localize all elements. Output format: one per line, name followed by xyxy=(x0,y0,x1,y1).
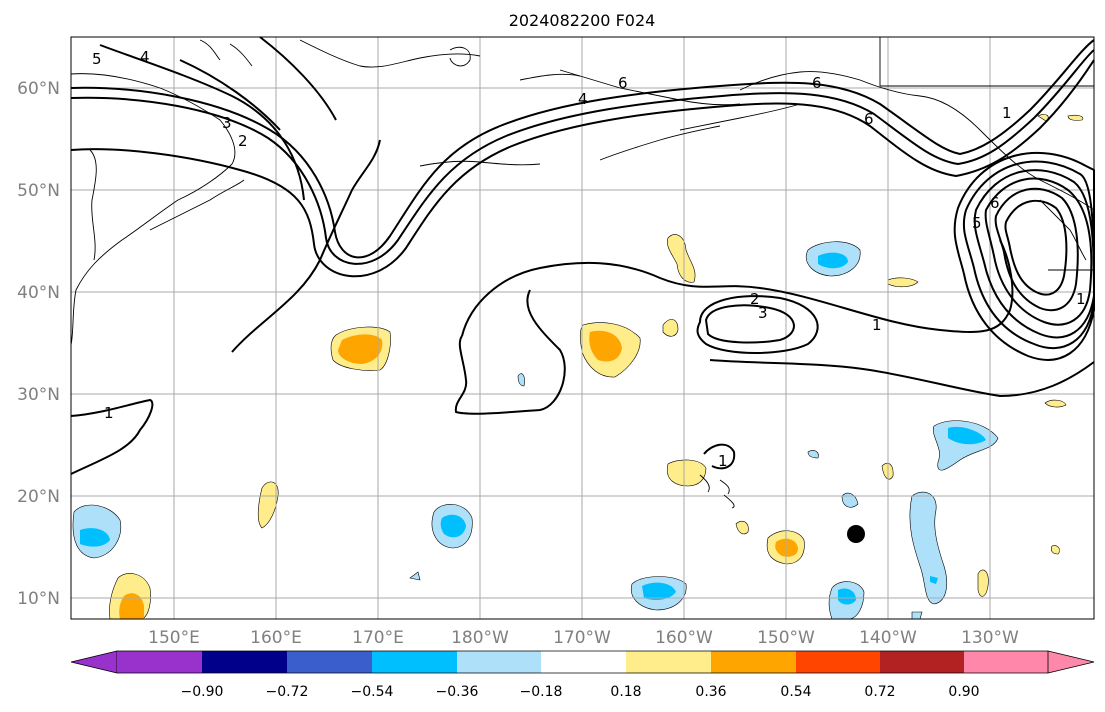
lon-label: 170°W xyxy=(553,628,611,648)
contour-label: 6 xyxy=(990,194,1000,212)
contour-label: 4 xyxy=(578,90,588,108)
colorbar-segment xyxy=(372,651,457,673)
lon-label: 160°W xyxy=(655,628,713,648)
colorbar-segment xyxy=(541,651,626,673)
colorbar-segment xyxy=(796,651,880,673)
chart-title: 2024082200 F024 xyxy=(509,11,656,30)
colorbar-tick-label: 0.18 xyxy=(610,684,641,700)
colorbar-tick-label: −0.36 xyxy=(436,684,479,700)
colorbar-tick-label: −0.90 xyxy=(181,684,224,700)
lat-label: 40°N xyxy=(17,283,60,303)
contours xyxy=(70,36,1096,475)
contour-label: 3 xyxy=(758,304,768,322)
lat-label: 60°N xyxy=(17,79,60,99)
colorbar-segment xyxy=(964,651,1048,673)
lon-label: 170°E xyxy=(352,628,404,648)
lon-label: 140°W xyxy=(859,628,917,648)
colorbar-segment xyxy=(880,651,964,673)
lon-label: 150°W xyxy=(757,628,815,648)
lon-label: 130°W xyxy=(961,628,1019,648)
colorbar-extend-left xyxy=(70,650,118,674)
colorbar-segment xyxy=(457,651,541,673)
negative-shading xyxy=(72,241,999,620)
storm-center-dot xyxy=(847,525,865,543)
colorbar-tick-label: −0.18 xyxy=(520,684,563,700)
contour-label: 4 xyxy=(140,48,150,66)
colorbar-tick-label: 0.90 xyxy=(948,684,979,700)
colorbar-tick-label: −0.72 xyxy=(266,684,309,700)
contour-label-group: 5 4 3 2 6 4 6 6 1 6 5 2 3 1 1 1 1 xyxy=(92,48,1086,470)
lat-label: 20°N xyxy=(17,487,60,507)
positive-shading xyxy=(109,114,1084,620)
contour-label: 6 xyxy=(618,74,628,92)
contour-label: 6 xyxy=(864,110,874,128)
contour-label: 1 xyxy=(718,452,728,470)
coastlines xyxy=(70,37,1095,509)
map-panel: 5 4 3 2 6 4 6 6 1 6 5 2 3 1 1 1 1 xyxy=(70,36,1096,620)
contour-label: 1 xyxy=(1076,290,1086,308)
colorbar-ticks: −0.90 −0.72 −0.54 −0.36 −0.18 0.18 0.36 … xyxy=(181,684,980,700)
longitude-labels: 150°E 160°E 170°E 180°W 170°W 160°W 150°… xyxy=(148,628,1019,648)
lat-label: 10°N xyxy=(17,589,60,609)
colorbar-segment xyxy=(626,651,711,673)
lon-label: 180°W xyxy=(451,628,509,648)
contour-label: 6 xyxy=(812,74,822,92)
colorbar-segment xyxy=(117,651,202,673)
colorbar-extend-right xyxy=(1047,650,1095,674)
contour-label: 2 xyxy=(238,132,248,150)
colorbar-tick-label: 0.72 xyxy=(864,684,895,700)
contour-label: 5 xyxy=(972,214,982,232)
colorbar-segment xyxy=(711,651,796,673)
contour-label: 1 xyxy=(872,316,882,334)
map-frame xyxy=(70,36,1095,620)
lon-label: 160°E xyxy=(250,628,302,648)
lon-label: 150°E xyxy=(148,628,200,648)
contour-label: 5 xyxy=(92,50,102,68)
lat-label: 50°N xyxy=(17,181,60,201)
colorbar-tick-label: 0.54 xyxy=(780,684,811,700)
colorbar-tick-label: −0.54 xyxy=(351,684,394,700)
contour-label: 1 xyxy=(104,404,114,422)
contour-label: 2 xyxy=(750,290,760,308)
latitude-labels: 60°N 50°N 40°N 30°N 20°N 10°N xyxy=(17,79,60,609)
contour-label: 3 xyxy=(222,114,232,132)
graticule xyxy=(71,37,1094,619)
colorbar-tick-label: 0.36 xyxy=(695,684,726,700)
colorbar-segment xyxy=(202,651,287,673)
contour-label: 1 xyxy=(1002,104,1012,122)
colorbar-segment xyxy=(287,651,372,673)
lat-label: 30°N xyxy=(17,385,60,405)
colorbar: −0.90 −0.72 −0.54 −0.36 −0.18 0.18 0.36 … xyxy=(70,650,1095,700)
